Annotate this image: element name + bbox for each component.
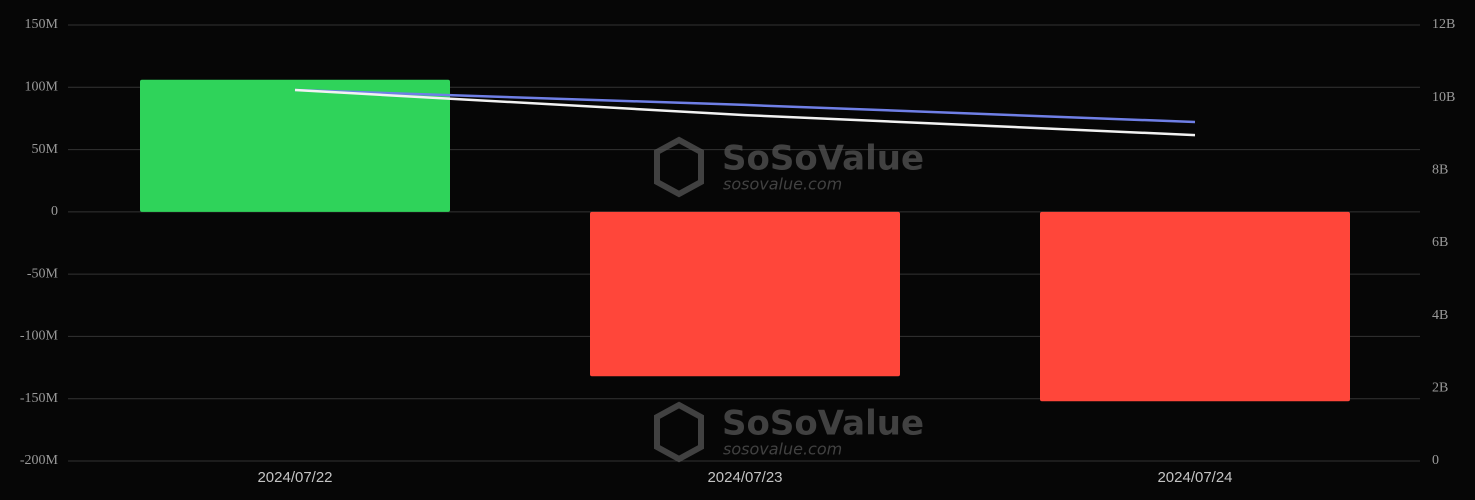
x-tick-label: 2024/07/22: [257, 469, 332, 486]
y-tick-label: -150M: [20, 391, 59, 406]
y-tick-label: -200M: [20, 453, 59, 468]
y2-tick-label: 4B: [1432, 308, 1448, 323]
watermark-logo: [654, 401, 704, 463]
y-tick-label: 150M: [25, 17, 59, 32]
y-tick-label: 50M: [32, 142, 59, 157]
y2-tick-label: 10B: [1432, 90, 1455, 105]
y-tick-label: -100M: [20, 329, 59, 344]
watermark-text: SoSoValue: [722, 139, 924, 179]
y2-tick-label: 12B: [1432, 17, 1455, 32]
watermark-logo: [654, 136, 704, 198]
y-tick-label: -50M: [27, 266, 59, 281]
bar: [590, 211, 900, 377]
watermark-text: SoSoValue: [722, 404, 924, 444]
y2-tick-label: 0: [1432, 453, 1439, 468]
bar: [140, 79, 450, 212]
y-tick-label: 100M: [25, 80, 59, 95]
line: [294, 88, 1196, 124]
y2-tick-label: 6B: [1432, 235, 1448, 250]
watermark-url: sosovalue.com: [723, 440, 842, 459]
x-tick-label: 2024/07/24: [1157, 469, 1232, 486]
bar: [1040, 211, 1350, 402]
x-tick-label: 2024/07/23: [707, 469, 782, 486]
y-tick-label: 0: [51, 204, 58, 219]
watermark-url: sosovalue.com: [723, 175, 842, 194]
line: [294, 88, 1196, 137]
y2-tick-label: 8B: [1432, 163, 1448, 178]
y2-tick-label: 2B: [1432, 381, 1448, 396]
